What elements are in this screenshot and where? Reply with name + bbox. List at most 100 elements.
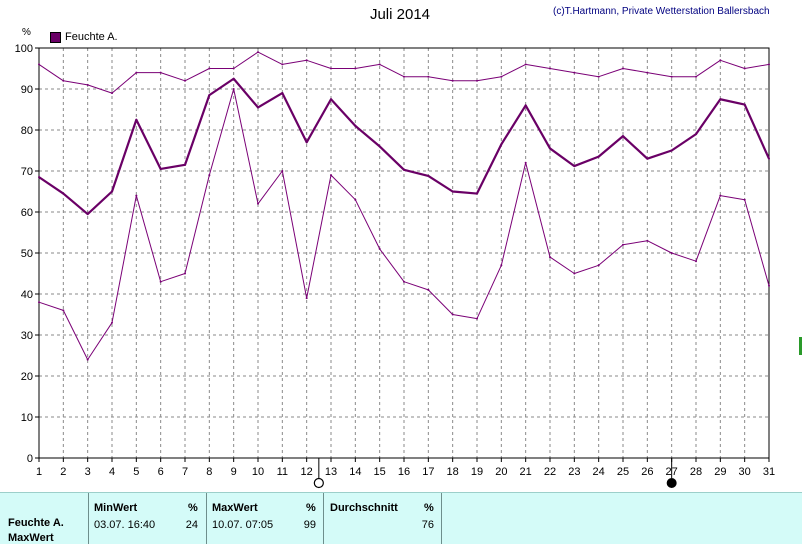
data-point <box>524 63 527 66</box>
data-point <box>38 176 40 179</box>
data-point <box>305 141 308 144</box>
data-point <box>330 174 332 177</box>
y-tick-label: 50 <box>21 248 33 260</box>
y-tick-label: 10 <box>21 412 33 424</box>
max-time: 10.07. 07:05 <box>212 519 274 531</box>
full-moon-marker <box>313 477 324 489</box>
data-point <box>500 143 503 146</box>
data-point <box>378 145 381 148</box>
data-point <box>378 63 381 66</box>
x-tick-label: 7 <box>182 466 188 478</box>
data-point <box>86 83 89 86</box>
data-point <box>622 243 624 246</box>
data-point <box>135 194 138 197</box>
data-point <box>135 71 138 74</box>
column-divider <box>88 493 89 544</box>
x-tick-label: 31 <box>763 466 775 478</box>
legend: Feuchte A. <box>50 31 118 43</box>
y-axis-unit: % <box>22 27 31 38</box>
min-unit: % <box>188 502 198 514</box>
data-point <box>695 75 697 78</box>
x-tick-label: 10 <box>252 466 264 478</box>
y-tick-label: 100 <box>15 43 33 55</box>
column-divider <box>441 493 442 544</box>
data-point <box>695 260 697 263</box>
data-point <box>159 71 162 74</box>
y-tick-label: 90 <box>21 84 33 96</box>
x-tick-label: 19 <box>471 466 483 478</box>
data-point <box>646 71 649 74</box>
data-point <box>281 92 284 95</box>
column-divider <box>206 493 207 544</box>
x-tick-label: 20 <box>495 466 507 478</box>
data-point <box>305 297 308 300</box>
y-tick-label: 0 <box>27 453 33 465</box>
x-tick-label: 1 <box>36 466 42 478</box>
data-point <box>451 79 454 82</box>
data-point <box>646 239 649 242</box>
x-tick-label: 9 <box>231 466 237 478</box>
data-point <box>549 147 551 150</box>
min-value: 24 <box>185 519 198 531</box>
y-tick-label: 80 <box>21 125 33 137</box>
x-tick-label: 22 <box>544 466 556 478</box>
column-divider <box>323 493 324 544</box>
data-point <box>62 79 65 82</box>
data-point <box>184 272 186 275</box>
data-point <box>208 94 211 97</box>
data-point <box>62 309 65 312</box>
data-point <box>670 149 673 152</box>
data-point <box>597 75 600 78</box>
data-point <box>184 163 186 166</box>
data-point <box>159 167 162 170</box>
data-point <box>403 75 405 78</box>
data-point <box>257 202 259 205</box>
x-tick-label: 29 <box>714 466 726 478</box>
max-unit: % <box>306 502 316 514</box>
x-tick-label: 6 <box>158 466 164 478</box>
x-tick-label: 30 <box>739 466 751 478</box>
data-point <box>768 157 770 160</box>
x-tick-label: 2 <box>60 466 66 478</box>
data-point <box>208 174 211 177</box>
data-point <box>111 321 113 324</box>
data-point <box>111 190 113 193</box>
data-point <box>427 174 430 177</box>
stats-row-label-2: MaxWert <box>8 532 54 544</box>
new-moon-marker <box>666 478 677 488</box>
stats-panel: Feuchte A. MaxWert MinWert % 03.07. 16:4… <box>0 492 802 544</box>
x-tick-label: 5 <box>133 466 139 478</box>
y-tick-label: 60 <box>21 207 33 219</box>
data-point <box>232 67 235 70</box>
data-point <box>768 63 770 66</box>
data-point <box>524 104 527 107</box>
x-tick-label: 28 <box>690 466 702 478</box>
data-point <box>476 79 478 82</box>
data-point <box>427 288 430 291</box>
window-edge-marker <box>799 337 802 355</box>
data-point <box>451 313 454 316</box>
avg-value: 76 <box>421 519 434 531</box>
x-tick-label: 4 <box>109 466 115 478</box>
x-tick-label: 17 <box>422 466 434 478</box>
data-point <box>159 280 162 283</box>
stats-row-label: Feuchte A. <box>8 517 64 529</box>
data-point <box>378 247 381 250</box>
chart-title: Juli 2014 <box>369 6 431 23</box>
x-tick-label: 23 <box>568 466 580 478</box>
data-point <box>719 59 722 62</box>
data-point <box>281 170 284 172</box>
data-point <box>646 157 649 160</box>
data-point <box>768 284 770 287</box>
x-tick-label: 11 <box>277 466 288 478</box>
data-point <box>184 79 186 82</box>
data-point <box>38 301 40 304</box>
data-point <box>354 124 357 127</box>
data-point <box>451 190 454 193</box>
data-point <box>743 198 746 201</box>
data-point <box>622 135 624 138</box>
data-point <box>524 161 527 164</box>
data-point <box>86 358 89 361</box>
data-point <box>111 92 113 95</box>
data-point <box>695 133 697 136</box>
